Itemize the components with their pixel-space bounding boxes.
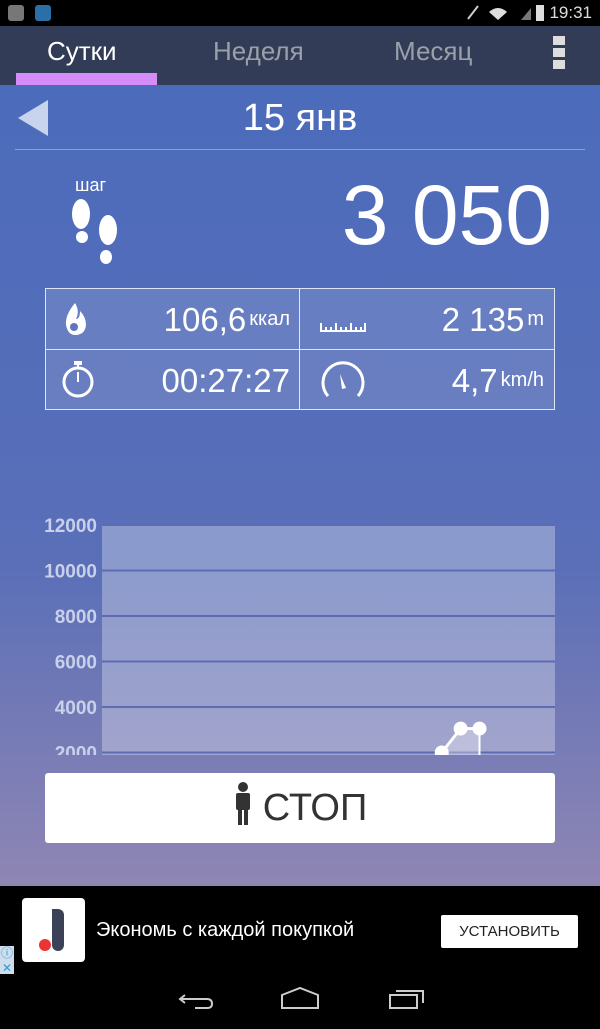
y-tick-label: 2000 [55,744,97,756]
stop-label: СТОП [262,787,368,829]
y-tick-label: 8000 [55,607,97,628]
tab-month[interactable]: Месяц [394,36,473,66]
date-title: 15 янв [242,97,358,139]
app-icon [35,5,51,21]
person-icon [235,782,250,825]
duration-cell: 00:27:27 [46,350,300,410]
calories-value: 106,6 [163,301,247,338]
install-button[interactable]: УСТАНОВИТЬ [441,915,578,948]
distance-cell: 2 135 m [300,289,554,349]
stats-grid: 106,6 ккал 2 135 m 00:27:27 4,7 km/h [45,288,555,410]
data-point [434,745,449,755]
calories-cell: 106,6 ккал [46,289,300,349]
duration-value: 00:27:27 [161,362,290,399]
tab-indicator [16,73,157,85]
tab-week[interactable]: Неделя [213,36,304,66]
hourly-steps-chart: 2000400060008000100001200024681012141618… [44,516,555,756]
divider [15,149,585,150]
steps-label: шаг [75,175,107,195]
clock: 19:31 [549,3,592,22]
tab-day[interactable]: Сутки [47,36,117,66]
flame-icon [65,303,86,335]
ad-info-close-icon[interactable]: ⓘ ✕ [0,946,14,976]
data-point [472,721,487,736]
skype-icon [8,5,24,21]
y-tick-label: 4000 [55,698,97,719]
speedometer-icon [321,361,365,397]
tab-bar: Сутки Неделя Месяц [0,26,600,85]
recents-nav-icon[interactable] [389,990,424,1009]
overflow-menu-icon[interactable] [553,36,569,72]
step-count: 3 050 [341,168,552,262]
ad-banner: Экономь с каждой покупкой УСТАНОВИТЬ ⓘ ✕ [0,886,600,976]
y-tick-label: 6000 [55,653,97,674]
footprints-icon [72,199,117,264]
back-nav-icon[interactable] [178,994,214,1009]
stop-button[interactable]: СТОП [45,773,555,843]
plot-area [102,525,555,755]
y-tick-label: 12000 [44,516,97,537]
ad-text: Экономь с каждой покупкой [96,919,355,941]
speed-cell: 4,7 km/h [300,350,554,410]
status-bar: 19:31 [0,0,600,26]
speed-unit: km/h [500,369,544,391]
data-point [453,721,468,736]
ruler-icon [320,323,366,332]
calories-unit: ккал [249,308,290,330]
ad-app-logo [22,898,85,962]
navigation-bar [0,974,600,1024]
distance-unit: m [527,308,544,330]
distance-value: 2 135 [441,301,525,338]
system-status-icons [467,5,544,21]
speed-value: 4,7 [451,362,498,399]
y-tick-label: 10000 [44,562,97,583]
previous-day-arrow-icon[interactable] [18,100,48,136]
stopwatch-icon [62,361,94,398]
home-nav-icon[interactable] [281,986,319,1009]
main-panel: 15 янв шаг 3 050 106,6 ккал 2 135 m 00:27:… [0,85,600,886]
